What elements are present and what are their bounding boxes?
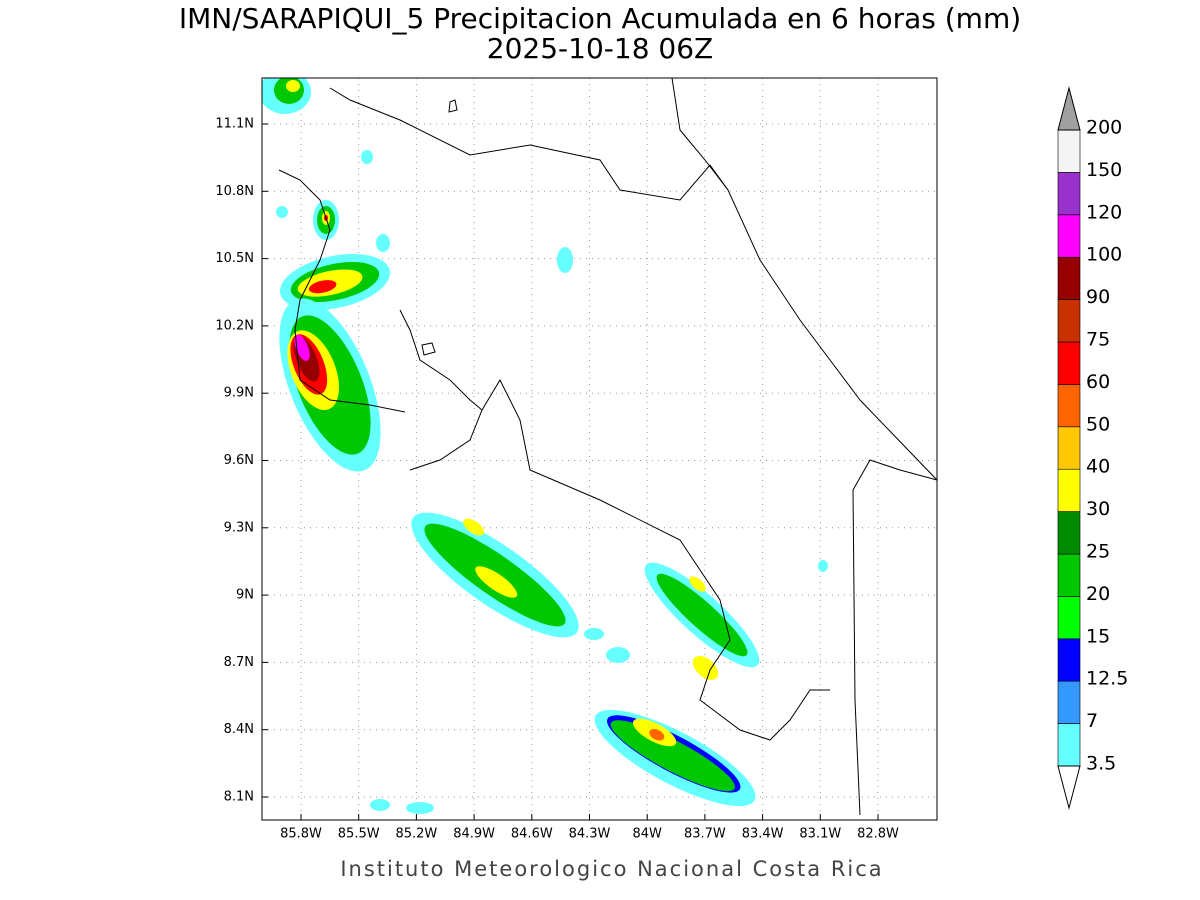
x-tick-label: 84W bbox=[632, 827, 662, 842]
y-tick-label: 8.7N bbox=[224, 655, 254, 670]
rain-cell bbox=[276, 150, 828, 814]
rain-cell bbox=[262, 78, 311, 114]
colorbar-segment bbox=[1057, 680, 1081, 724]
x-tick-label: 84.6W bbox=[511, 827, 553, 842]
grid bbox=[262, 78, 937, 820]
x-tick-label: 83.4W bbox=[742, 827, 784, 842]
y-tick-label: 9.3N bbox=[224, 520, 254, 535]
colorbar-segment bbox=[1057, 256, 1081, 300]
colorbar-label: 75 bbox=[1086, 329, 1110, 351]
coastline bbox=[278, 78, 937, 816]
colorbar-label: 120 bbox=[1086, 201, 1122, 223]
colorbar-segment bbox=[1057, 172, 1081, 216]
colorbar-label: 25 bbox=[1086, 541, 1110, 563]
x-tick-label: 82.8W bbox=[857, 827, 899, 842]
colorbar: 3.5 7 12.5 15 20 25 30 40 50 60 75 90 100 120 150 200 bbox=[1057, 86, 1128, 810]
precipitation-field bbox=[262, 78, 937, 816]
colorbar-segment bbox=[1057, 341, 1081, 385]
colorbar-label: 100 bbox=[1086, 244, 1122, 266]
y-tick-label: 9.6N bbox=[224, 453, 254, 468]
colorbar-under bbox=[1057, 765, 1081, 810]
rain-cell bbox=[644, 562, 760, 680]
colorbar-segment bbox=[1057, 553, 1081, 597]
map-frame bbox=[261, 77, 938, 821]
colorbar-segment bbox=[1057, 638, 1081, 682]
x-tick-label: 84.3W bbox=[569, 827, 611, 842]
colorbar-label: 3.5 bbox=[1086, 753, 1116, 775]
y-tick-label: 9N bbox=[236, 588, 254, 603]
colorbar-label: 150 bbox=[1086, 159, 1122, 181]
colorbar-label: 30 bbox=[1086, 498, 1110, 520]
colorbar-label: 20 bbox=[1086, 583, 1110, 605]
colorbar-label: 12.5 bbox=[1086, 668, 1128, 690]
subtitle: 2025-10-18 06Z bbox=[487, 32, 713, 65]
x-tick-label: 85.5W bbox=[338, 827, 380, 842]
colorbar-segment bbox=[1057, 723, 1081, 767]
x-tick-label: 83.1W bbox=[799, 827, 841, 842]
colorbar-segment bbox=[1057, 299, 1081, 343]
footer: Instituto Meteorologico Nacional Costa R… bbox=[340, 857, 883, 881]
y-tick-label: 11.1N bbox=[215, 117, 254, 132]
y-tick-label: 10.5N bbox=[215, 251, 254, 266]
colorbar-segment bbox=[1057, 384, 1081, 428]
colorbar-label: 50 bbox=[1086, 413, 1110, 435]
colorbar-segment bbox=[1057, 214, 1081, 258]
colorbar-label: 90 bbox=[1086, 286, 1110, 308]
y-tick-label: 9.9N bbox=[224, 386, 254, 401]
x-tick-label: 83.7W bbox=[684, 827, 726, 842]
y-tick-label: 8.4N bbox=[224, 722, 254, 737]
rain-cell bbox=[594, 709, 756, 807]
colorbar-segment bbox=[1057, 468, 1081, 512]
y-tick-label: 8.1N bbox=[224, 790, 254, 805]
x-tick-label: 85.8W bbox=[280, 827, 322, 842]
colorbar-label: 7 bbox=[1086, 710, 1098, 732]
y-tick-label: 10.8N bbox=[215, 184, 254, 199]
y-tick-label: 10.2N bbox=[215, 318, 254, 333]
colorbar-segment bbox=[1057, 596, 1081, 640]
colorbar-over bbox=[1057, 86, 1081, 131]
x-tick-label: 84.9W bbox=[453, 827, 495, 842]
colorbar-label: 40 bbox=[1086, 456, 1110, 478]
colorbar-label: 60 bbox=[1086, 371, 1110, 393]
colorbar-segment bbox=[1057, 426, 1081, 470]
x-tick-label: 85.2W bbox=[395, 827, 437, 842]
colorbar-label: 200 bbox=[1086, 117, 1122, 139]
title: IMN/SARAPIQUI_5 Precipitacion Acumulada … bbox=[179, 2, 1021, 35]
rain-cell bbox=[279, 298, 381, 472]
colorbar-segment bbox=[1057, 511, 1081, 555]
colorbar-segment bbox=[1057, 129, 1081, 173]
rain-cell bbox=[313, 200, 339, 240]
rain-cell bbox=[411, 512, 579, 638]
colorbar-label: 15 bbox=[1086, 625, 1110, 647]
rain-cell bbox=[279, 254, 391, 310]
